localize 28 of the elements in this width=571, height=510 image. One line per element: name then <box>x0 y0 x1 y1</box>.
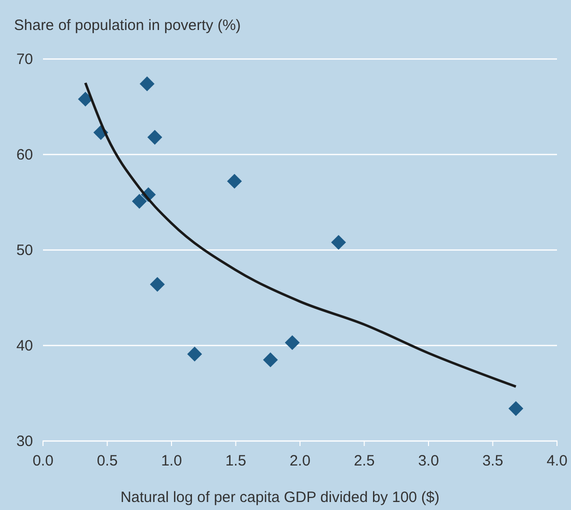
point <box>284 335 300 350</box>
point <box>263 352 278 368</box>
x-tick-label: 0.5 <box>96 452 118 470</box>
y-axis-title: Share of population in poverty (%) <box>14 17 241 34</box>
x-tick-label: 3.5 <box>482 452 504 470</box>
x-tick-label: 1.5 <box>225 452 246 470</box>
point <box>187 346 202 362</box>
x-tick-label: 0.0 <box>32 452 54 470</box>
point <box>78 92 93 107</box>
y-tick-label: 50 <box>16 242 33 259</box>
point <box>331 234 346 250</box>
x-tick-label: 2.0 <box>290 452 310 470</box>
point <box>150 276 165 292</box>
y-tick-label: 60 <box>16 146 33 164</box>
x-tick-label: 3.0 <box>418 452 439 470</box>
point <box>508 401 524 416</box>
point <box>147 130 162 145</box>
point <box>132 194 147 209</box>
point <box>227 174 242 189</box>
x-tick-label: 1.0 <box>161 452 182 470</box>
x-tick-label: 2.5 <box>354 452 375 470</box>
point <box>140 76 154 92</box>
y-tick-label: 70 <box>16 50 33 68</box>
line-series <box>84 82 518 388</box>
y-tick-label: 30 <box>16 432 33 450</box>
x-tick-label: 4.0 <box>546 452 568 470</box>
y-tick-label: 40 <box>16 337 33 354</box>
x-axis-title: Natural log of per capita GDP divided by 100 ($) <box>120 489 440 506</box>
